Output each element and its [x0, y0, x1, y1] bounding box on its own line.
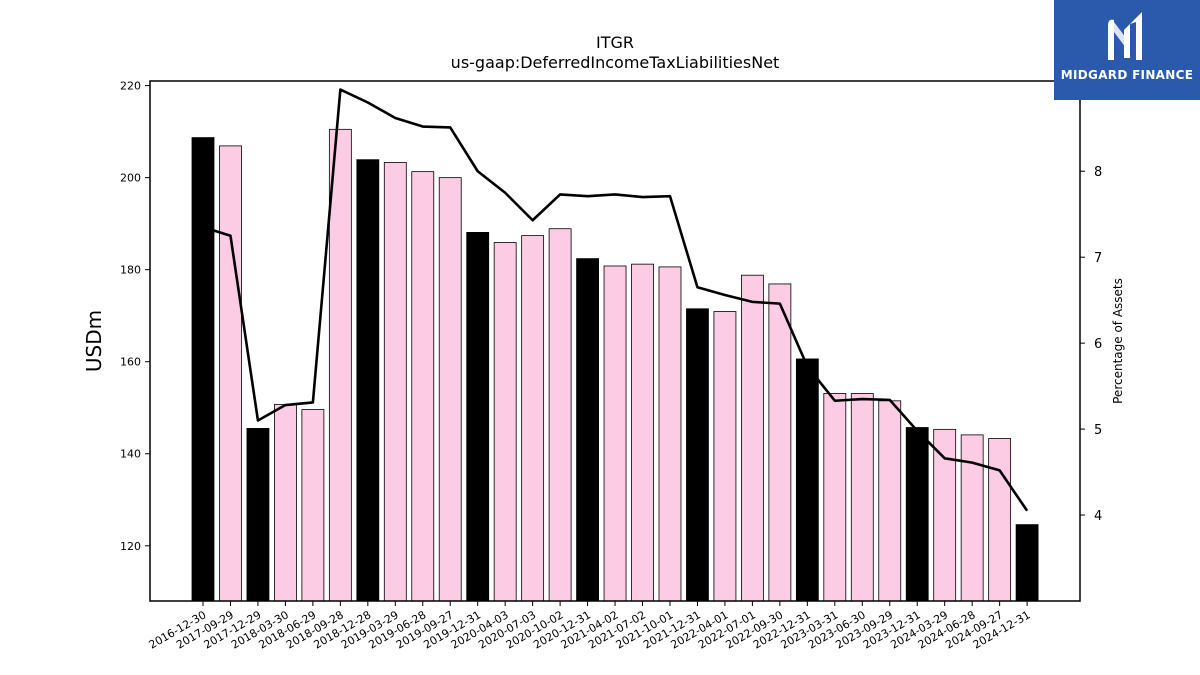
bar: [411, 171, 435, 602]
bar: [191, 137, 215, 602]
bar: [274, 404, 297, 602]
bar: [850, 393, 874, 602]
y-right-tick-label: 5: [1094, 423, 1102, 438]
y-axis-label-right: Percentage of Assets: [1111, 278, 1125, 404]
bar: [301, 409, 325, 602]
bar: [631, 263, 654, 602]
bar: [795, 358, 819, 602]
bar: [823, 393, 847, 602]
bar: [576, 258, 599, 602]
bar: [438, 177, 462, 602]
bar: [548, 228, 572, 602]
y-tick-label: 200: [120, 172, 141, 185]
bar: [466, 231, 490, 602]
bar: [383, 162, 407, 602]
y-right-tick-label: 4: [1094, 509, 1102, 524]
bar: [933, 428, 957, 602]
bar: [988, 438, 1012, 602]
bar: [878, 400, 902, 602]
chart-title: ITGR: [596, 33, 634, 52]
bars-group: [191, 128, 1039, 602]
bar: [521, 235, 545, 602]
bar: [713, 311, 737, 602]
bar: [1015, 524, 1039, 602]
midgard-m-logo-icon: [1108, 12, 1142, 61]
brand-logo: MIDGARD FINANCE: [1054, 0, 1200, 100]
bar: [493, 242, 517, 602]
bar: [219, 145, 242, 602]
x-axis: 2016-12-302017-09-292017-12-292018-03-30…: [147, 601, 1033, 652]
y-tick-label: 160: [120, 356, 141, 369]
y-tick-label: 220: [120, 80, 141, 93]
bar: [768, 283, 792, 602]
bar: [960, 434, 984, 602]
chart-subtitle: us-gaap:DeferredIncomeTaxLiabilitiesNet: [451, 53, 780, 72]
y-axis-left: 120 140 160 180 200 220: [120, 80, 150, 553]
bar: [328, 128, 352, 602]
bar: [603, 265, 627, 602]
y-axis-right: 4 5 6 7 8: [1080, 165, 1102, 524]
bar: [905, 427, 929, 602]
y-axis-label-left: USDm: [82, 310, 106, 372]
bar: [686, 308, 709, 602]
y-tick-label: 180: [120, 264, 141, 277]
y-tick-label: 120: [120, 540, 141, 553]
bar: [356, 159, 380, 602]
y-right-tick-label: 8: [1094, 165, 1102, 180]
bar: [741, 274, 764, 602]
y-right-tick-label: 7: [1094, 251, 1102, 266]
y-tick-label: 140: [120, 448, 141, 461]
line-group: [202, 88, 1029, 512]
brand-name: MIDGARD FINANCE: [1060, 68, 1194, 82]
bar: [658, 266, 682, 602]
y-right-tick-label: 6: [1094, 337, 1102, 352]
bar: [246, 428, 270, 602]
percentage-line: [202, 88, 1029, 512]
